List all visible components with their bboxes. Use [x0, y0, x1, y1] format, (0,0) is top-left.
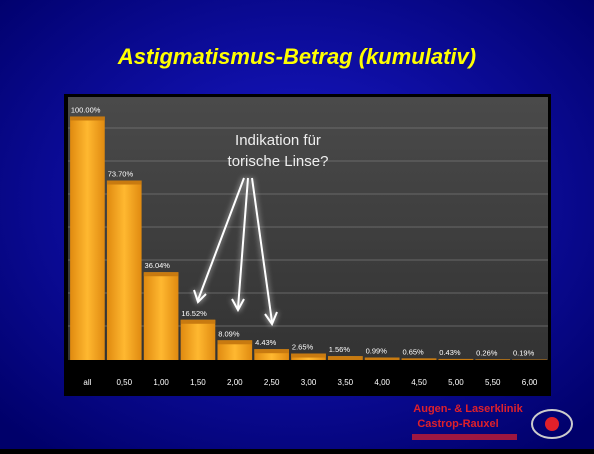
- slide-title: Astigmatismus-Betrag (kumulativ): [117, 44, 476, 69]
- x-tick-label: 3,50: [338, 378, 354, 387]
- value-label: 2.65%: [292, 343, 314, 352]
- x-tick-label: 5,00: [448, 378, 464, 387]
- bar-cap: [475, 359, 510, 360]
- value-label: 4.43%: [255, 338, 277, 347]
- x-tick-label: 2,50: [264, 378, 280, 387]
- bar-cap: [217, 340, 252, 344]
- value-label: 8.09%: [218, 329, 240, 338]
- x-tick-label: 2,00: [227, 378, 243, 387]
- x-tick-label: 1,50: [190, 378, 206, 387]
- value-label: 16.52%: [181, 309, 207, 318]
- bar-cap: [70, 116, 105, 120]
- x-tick-label: 6,00: [522, 378, 538, 387]
- value-label: 100.00%: [71, 105, 101, 114]
- logo-bar: [412, 434, 517, 440]
- value-label: 0.43%: [439, 348, 461, 357]
- bar-cap: [144, 272, 179, 276]
- x-tick-label: 1,00: [153, 378, 169, 387]
- annotation-line: Indikation für: [235, 132, 321, 149]
- bar-cap: [402, 358, 437, 360]
- bar: [144, 272, 179, 360]
- value-label: 0.19%: [513, 349, 535, 358]
- value-label: 0.26%: [476, 348, 498, 357]
- bar: [107, 181, 142, 360]
- bar: [181, 320, 216, 360]
- value-label: 73.70%: [108, 170, 134, 179]
- bar-cap: [181, 320, 216, 324]
- bar-cap: [291, 354, 326, 358]
- x-tick-label: 4,00: [374, 378, 390, 387]
- x-tick-label: 3,00: [301, 378, 317, 387]
- logo-text: Augen- & Laserklinik: [413, 403, 523, 415]
- bar: [70, 116, 105, 360]
- x-tick-label: all: [83, 378, 91, 387]
- value-label: 1.56%: [329, 345, 351, 354]
- value-label: 0.99%: [366, 347, 388, 356]
- logo-text: Castrop-Rauxel: [417, 418, 498, 430]
- x-tick-label: 5,50: [485, 378, 501, 387]
- bar-cap: [254, 349, 289, 353]
- x-tick-label: 4,50: [411, 378, 427, 387]
- bar-cap: [328, 356, 363, 360]
- bar-cap: [365, 358, 400, 360]
- bar-cap: [107, 181, 142, 185]
- annotation-line: torische Linse?: [228, 153, 329, 170]
- logo-icon: [545, 417, 559, 431]
- value-label: 0.65%: [402, 347, 424, 356]
- bar-cap: [439, 359, 474, 360]
- x-tick-label: 0,50: [116, 378, 132, 387]
- value-label: 36.04%: [145, 261, 171, 270]
